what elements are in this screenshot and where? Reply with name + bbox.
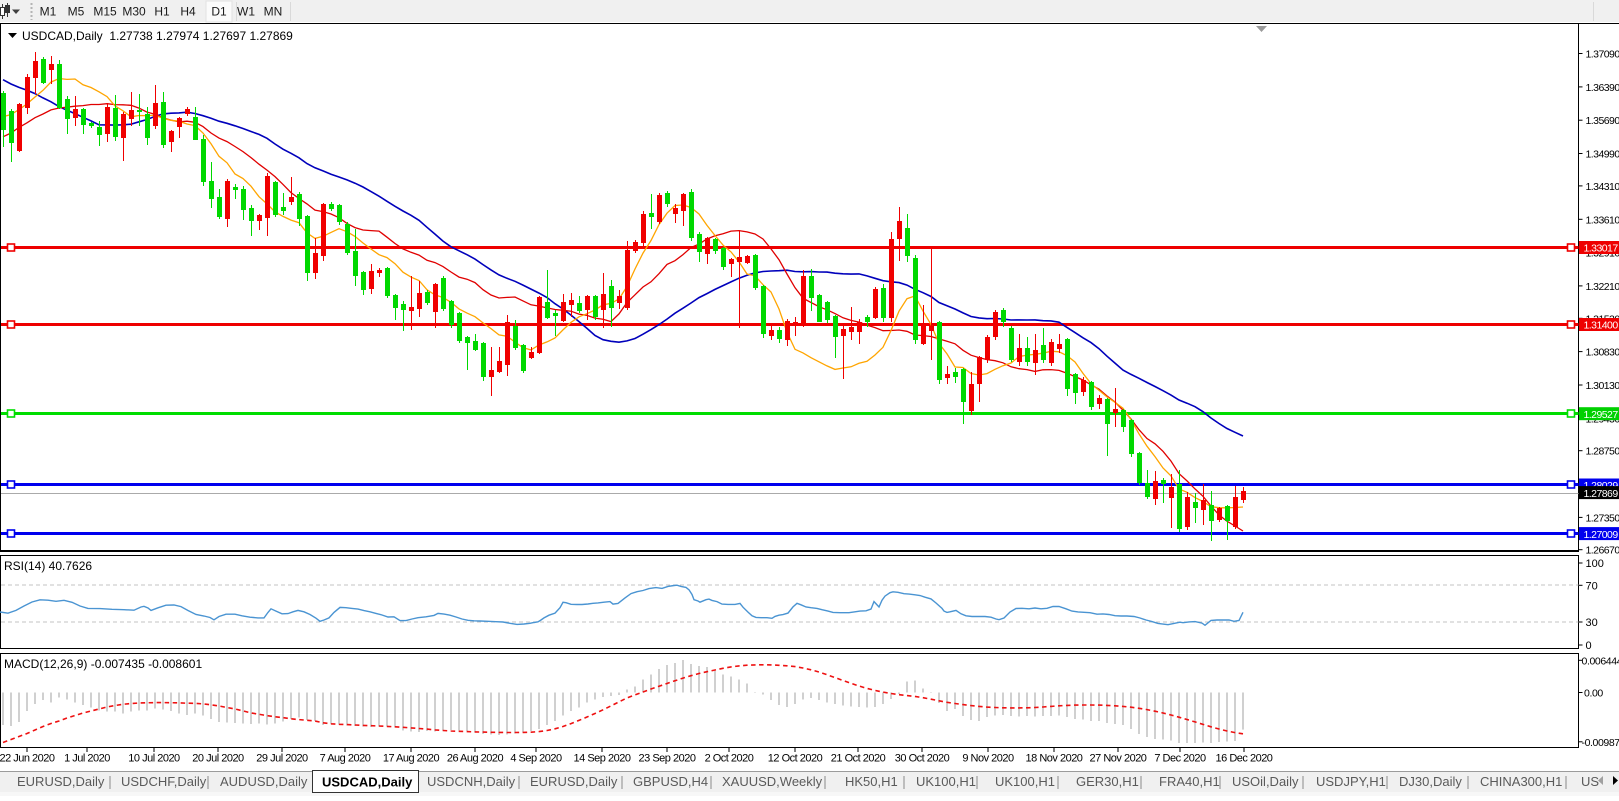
svg-text:1.27869: 1.27869 [1584, 488, 1619, 500]
svg-text:17 Aug 2020: 17 Aug 2020 [383, 753, 440, 765]
svg-text:MACD(12,26,9) -0.007435 -0.008: MACD(12,26,9) -0.007435 -0.008601 [4, 657, 202, 671]
svg-text:1.29527: 1.29527 [1584, 409, 1619, 421]
svg-text:M30: M30 [122, 5, 146, 19]
svg-text:DJ30,Daily: DJ30,Daily [1399, 774, 1462, 789]
svg-text:22 Jun 2020: 22 Jun 2020 [0, 753, 55, 765]
svg-text:HK50,H1: HK50,H1 [845, 774, 898, 789]
svg-text:FRA40,H1: FRA40,H1 [1159, 774, 1220, 789]
svg-text:7 Aug 2020: 7 Aug 2020 [320, 753, 371, 765]
svg-text:1.34990: 1.34990 [1586, 149, 1619, 161]
svg-text:1.32210: 1.32210 [1586, 281, 1619, 293]
svg-text:1 Jul 2020: 1 Jul 2020 [64, 753, 110, 765]
svg-text:UK100,H1: UK100,H1 [916, 774, 976, 789]
svg-text:2 Oct 2020: 2 Oct 2020 [705, 753, 754, 765]
svg-text:1.31400: 1.31400 [1584, 320, 1619, 332]
svg-text:USOil,Daily: USOil,Daily [1232, 774, 1299, 789]
svg-text:0.006444: 0.006444 [1582, 655, 1619, 667]
svg-text:AUDUSD,Daily: AUDUSD,Daily [220, 774, 308, 789]
svg-text:US: US [1581, 774, 1599, 789]
svg-text:30: 30 [1586, 617, 1598, 629]
svg-text:EURUSD,Daily: EURUSD,Daily [17, 774, 105, 789]
svg-text:1.27009: 1.27009 [1584, 529, 1619, 541]
svg-text:7 Dec 2020: 7 Dec 2020 [1154, 753, 1206, 765]
svg-text:W1: W1 [237, 5, 255, 19]
svg-text:18 Nov 2020: 18 Nov 2020 [1026, 753, 1083, 765]
svg-text:CHINA300,H1: CHINA300,H1 [1480, 774, 1562, 789]
svg-text:1.27350: 1.27350 [1586, 512, 1619, 524]
svg-text:MN: MN [264, 5, 283, 19]
svg-text:20 Jul 2020: 20 Jul 2020 [192, 753, 244, 765]
svg-text:1.37090: 1.37090 [1586, 49, 1619, 61]
svg-text:USDJPY,H1: USDJPY,H1 [1316, 774, 1386, 789]
svg-text:23 Sep 2020: 23 Sep 2020 [639, 753, 696, 765]
svg-text:26 Aug 2020: 26 Aug 2020 [447, 753, 504, 765]
svg-text:1.34310: 1.34310 [1586, 181, 1619, 193]
svg-text:USDCAD,Daily 1.27738 1.27974: USDCAD,Daily 1.27738 1.27974 1.27697 1.2… [22, 29, 293, 43]
svg-text:1.26670: 1.26670 [1586, 545, 1619, 557]
svg-text:1.33017: 1.33017 [1584, 243, 1619, 255]
svg-text:GER30,H1: GER30,H1 [1076, 774, 1139, 789]
svg-text:0.00: 0.00 [1584, 688, 1603, 700]
svg-text:XAUUSD,Weekly: XAUUSD,Weekly [722, 774, 823, 789]
svg-text:10 Jul 2020: 10 Jul 2020 [128, 753, 180, 765]
svg-text:1.30130: 1.30130 [1586, 380, 1619, 392]
svg-text:1.30830: 1.30830 [1586, 347, 1619, 359]
svg-text:GBPUSD,H4: GBPUSD,H4 [633, 774, 708, 789]
svg-text:M5: M5 [68, 5, 85, 19]
svg-text:USDCHF,Daily: USDCHF,Daily [121, 774, 207, 789]
svg-text:9 Nov 2020: 9 Nov 2020 [962, 753, 1014, 765]
svg-text:4 Sep 2020: 4 Sep 2020 [510, 753, 562, 765]
svg-text:21 Oct 2020: 21 Oct 2020 [831, 753, 886, 765]
svg-text:RSI(14) 40.7626: RSI(14) 40.7626 [4, 559, 92, 573]
svg-text:0: 0 [1586, 640, 1592, 652]
svg-text:H1: H1 [154, 5, 170, 19]
svg-text:1.33610: 1.33610 [1586, 214, 1619, 226]
svg-text:1.28750: 1.28750 [1586, 446, 1619, 458]
svg-text:H4: H4 [180, 5, 196, 19]
svg-text:UK100,H1: UK100,H1 [995, 774, 1055, 789]
svg-text:D1: D1 [211, 5, 227, 19]
svg-text:-0.00987: -0.00987 [1582, 737, 1619, 749]
svg-text:M1: M1 [40, 5, 57, 19]
svg-text:16 Dec 2020: 16 Dec 2020 [1216, 753, 1273, 765]
svg-text:100: 100 [1586, 558, 1604, 570]
svg-text:29 Jul 2020: 29 Jul 2020 [256, 753, 308, 765]
svg-text:30 Oct 2020: 30 Oct 2020 [895, 753, 950, 765]
svg-text:27 Nov 2020: 27 Nov 2020 [1090, 753, 1147, 765]
svg-text:EURUSD,Daily: EURUSD,Daily [530, 774, 618, 789]
svg-text:12 Oct 2020: 12 Oct 2020 [768, 753, 823, 765]
svg-text:70: 70 [1586, 580, 1598, 592]
svg-text:1.36390: 1.36390 [1586, 82, 1619, 94]
svg-text:USDCNH,Daily: USDCNH,Daily [427, 774, 516, 789]
svg-text:1.35690: 1.35690 [1586, 115, 1619, 127]
svg-text:M15: M15 [93, 5, 117, 19]
svg-text:14 Sep 2020: 14 Sep 2020 [574, 753, 631, 765]
svg-text:USDCAD,Daily: USDCAD,Daily [322, 775, 413, 790]
